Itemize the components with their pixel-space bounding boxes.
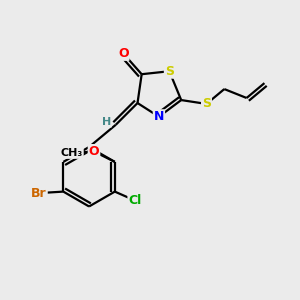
Text: H: H	[102, 117, 111, 127]
Text: Cl: Cl	[128, 194, 142, 207]
Text: O: O	[89, 145, 99, 158]
Text: N: N	[154, 110, 164, 123]
Text: S: S	[202, 98, 211, 110]
Text: CH₃: CH₃	[61, 148, 83, 158]
Text: O: O	[118, 47, 129, 60]
Text: Br: Br	[31, 187, 47, 200]
Text: S: S	[165, 65, 174, 78]
